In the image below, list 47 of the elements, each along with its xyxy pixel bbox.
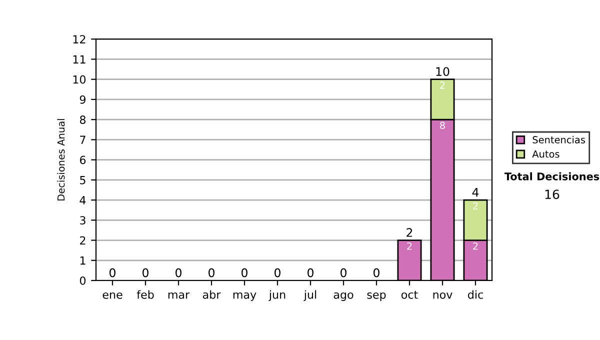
x-tick-label: feb xyxy=(136,290,154,299)
total-label: 0 xyxy=(110,268,116,278)
y-tick-label: 5 xyxy=(80,176,86,184)
x-tick-label: jun xyxy=(268,290,286,301)
x-tick-label: ene xyxy=(102,292,122,299)
legend-label: Autos xyxy=(532,150,560,158)
data-label: 8 xyxy=(440,122,445,130)
x-tick-label: dic xyxy=(468,290,483,299)
x-tick-label: may xyxy=(233,292,256,301)
y-tick-label: 6 xyxy=(80,156,86,164)
y-tick-label: 10 xyxy=(73,75,86,84)
data-label: 2 xyxy=(473,242,478,250)
y-tick-label: 0 xyxy=(80,276,86,285)
x-tick-label: mar xyxy=(168,292,190,299)
total-label: 0 xyxy=(208,268,214,278)
total-label: 0 xyxy=(308,268,314,278)
y-tick-label: 3 xyxy=(80,216,86,225)
y-tick-label: 7 xyxy=(80,136,86,144)
y-tick-label: 4 xyxy=(80,196,86,204)
y-tick-label: 8 xyxy=(80,116,86,124)
data-label: 2 xyxy=(440,82,445,89)
total-label: 0 xyxy=(374,268,380,278)
legend-label: Sentencias xyxy=(532,136,586,144)
total-label: 0 xyxy=(274,268,280,278)
total-label: 0 xyxy=(242,268,248,278)
text: 16 xyxy=(545,190,560,200)
x-tick-label: abr xyxy=(202,290,221,299)
total-label: 0 xyxy=(176,268,182,278)
total-label: 4 xyxy=(472,188,479,197)
data-label: 2 xyxy=(407,242,412,250)
x-tick-label: nov xyxy=(433,292,452,299)
data-label: 2 xyxy=(473,202,478,210)
y-axis-title: Decisiones Anual xyxy=(57,119,65,200)
y-tick-label: 11 xyxy=(73,55,86,64)
total-label: 2 xyxy=(406,228,412,237)
x-tick-label: oct xyxy=(401,290,418,299)
x-tick-label: sep xyxy=(367,292,386,301)
total-label: 0 xyxy=(142,268,148,278)
y-tick-label: 1 xyxy=(80,256,86,265)
total-label: 10 xyxy=(436,67,450,76)
total-label: 0 xyxy=(340,268,346,278)
y-tick-label: 12 xyxy=(73,35,86,44)
text: Total Decisiones xyxy=(504,172,600,180)
y-tick-label: 9 xyxy=(80,95,86,104)
y-tick-label: 2 xyxy=(80,236,86,244)
x-tick-label: jul xyxy=(304,290,316,301)
x-tick-label: ago xyxy=(334,292,354,301)
